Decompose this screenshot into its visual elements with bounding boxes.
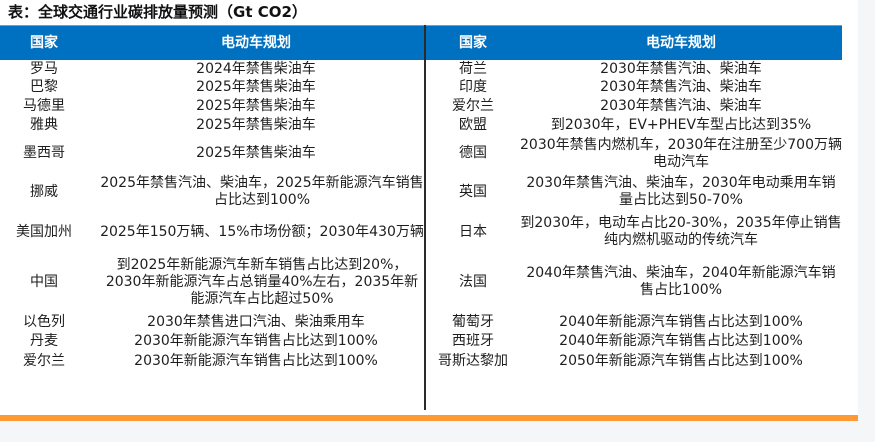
plan-cell: 2030年禁售内燃机车，2030年在注册至少700万辆电动汽车 — [520, 136, 842, 170]
header-plan-left: 电动车规划 — [221, 35, 291, 51]
table-row: 以色列 2030年禁售进口汽油、柴油乘用车 — [0, 312, 424, 332]
country-cell: 美国加州 — [16, 223, 72, 240]
country-cell: 爱尔兰 — [452, 98, 494, 114]
country-cell: 英国 — [459, 183, 487, 200]
table-row: 印度 2030年禁售汽油、柴油车 — [426, 78, 842, 97]
table-row: 挪威 2025年禁售汽油、柴油车，2025年新能源汽车销售占比达到100% — [0, 172, 424, 212]
plan-cell: 2025年禁售柴油车 — [196, 145, 316, 161]
header-country-left: 国家 — [30, 35, 58, 51]
country-cell: 以色列 — [23, 313, 65, 330]
country-cell: 日本 — [459, 223, 487, 240]
country-cell: 挪威 — [30, 183, 58, 200]
header-plan-right: 电动车规划 — [646, 35, 716, 51]
table-header: 国家 电动车规划 国家 电动车规划 — [0, 25, 842, 60]
plan-cell: 2030年新能源汽车销售占比达到100% — [134, 352, 378, 369]
plan-cell: 2030年禁售汽油、柴油车，2030年电动乘用车销量占比达到50-70% — [526, 175, 836, 208]
country-cell: 马德里 — [23, 98, 65, 114]
table-row: 罗马 2024年禁售柴油车 — [0, 60, 424, 78]
column-separator — [424, 25, 426, 410]
plan-cell: 2025年150万辆、15%市场份额；2030年430万辆 — [100, 223, 424, 240]
country-cell: 印度 — [459, 79, 487, 95]
plan-cell: 2040年禁售汽油、柴油车，2040年新能源汽车销售占比100% — [526, 265, 836, 298]
table-row: 中国 到2025年新能源汽车新车销售占比达到20%，2030年新能源汽车占总销量… — [0, 252, 424, 312]
plan-cell: 2030年新能源汽车销售占比达到100% — [134, 333, 378, 349]
plan-cell: 2025年禁售柴油车 — [196, 79, 316, 95]
country-cell: 丹麦 — [30, 333, 58, 349]
country-cell: 德国 — [459, 145, 487, 161]
table-row: 葡萄牙 2040年新能源汽车销售占比达到100% — [426, 312, 842, 332]
table-row: 美国加州 2025年150万辆、15%市场份额；2030年430万辆 — [0, 212, 424, 252]
report-card: 表：全球交通行业碳排放量预测（Gt CO2） 国家 电动车规划 国家 电动车规划… — [0, 3, 858, 421]
plan-cell: 到2030年，电动车占比20-30%，2035年停止销售纯内燃机驱动的传统汽车 — [520, 215, 842, 248]
country-cell: 欧盟 — [459, 117, 487, 133]
plan-cell: 2030年禁售进口汽油、柴油乘用车 — [147, 313, 365, 330]
plan-cell: 2030年禁售汽油、柴油车 — [600, 98, 762, 114]
table-row: 哥斯达黎加 2050年新能源汽车销售占比达到100% — [426, 351, 842, 371]
table-row: 西班牙 2040年新能源汽车销售占比达到100% — [426, 332, 842, 351]
table-row: 日本 到2030年，电动车占比20-30%，2035年停止销售纯内燃机驱动的传统… — [426, 212, 842, 252]
header-country-right: 国家 — [459, 35, 487, 51]
table-row: 荷兰 2030年禁售汽油、柴油车 — [426, 60, 842, 78]
table-row: 马德里 2025年禁售柴油车 — [0, 97, 424, 116]
country-cell: 墨西哥 — [23, 145, 65, 161]
plan-cell: 2040年新能源汽车销售占比达到100% — [559, 333, 803, 349]
country-cell: 哥斯达黎加 — [438, 352, 508, 369]
table-row: 英国 2030年禁售汽油、柴油车，2030年电动乘用车销量占比达到50-70% — [426, 172, 842, 212]
plan-cell: 到2025年新能源汽车新车销售占比达到20%，2030年新能源汽车占总销量40%… — [105, 256, 419, 307]
country-cell: 巴黎 — [30, 79, 58, 95]
table-row: 巴黎 2025年禁售柴油车 — [0, 78, 424, 97]
country-cell: 罗马 — [30, 60, 58, 77]
plan-cell: 2040年新能源汽车销售占比达到100% — [559, 313, 803, 330]
table-title: 表：全球交通行业碳排放量预测（Gt CO2） — [8, 3, 307, 21]
plan-cell: 2030年禁售汽油、柴油车 — [600, 60, 762, 77]
plan-cell: 2030年禁售汽油、柴油车 — [600, 79, 762, 95]
table-row: 雅典 2025年禁售柴油车 — [0, 116, 424, 135]
table-row: 法国 2040年禁售汽油、柴油车，2040年新能源汽车销售占比100% — [426, 252, 842, 312]
plan-cell: 2025年禁售柴油车 — [196, 98, 316, 114]
country-cell: 雅典 — [30, 117, 58, 133]
table-row: 墨西哥 2025年禁售柴油车 — [0, 135, 424, 172]
table-row: 爱尔兰 2030年新能源汽车销售占比达到100% — [0, 351, 424, 371]
table-row: 欧盟 到2030年，EV+PHEV车型占比达到35% — [426, 116, 842, 135]
plan-cell: 2024年禁售柴油车 — [196, 60, 316, 77]
country-cell: 西班牙 — [452, 333, 494, 349]
table-row: 丹麦 2030年新能源汽车销售占比达到100% — [0, 332, 424, 351]
plan-cell: 2050年新能源汽车销售占比达到100% — [559, 352, 803, 369]
country-cell: 爱尔兰 — [23, 352, 65, 369]
country-cell: 法国 — [459, 273, 487, 290]
plan-cell: 2025年禁售汽油、柴油车，2025年新能源汽车销售占比达到100% — [100, 175, 424, 208]
country-cell: 荷兰 — [459, 60, 487, 77]
table-row: 爱尔兰 2030年禁售汽油、柴油车 — [426, 97, 842, 116]
plan-cell: 2025年禁售柴油车 — [196, 117, 316, 133]
table-row: 德国 2030年禁售内燃机车，2030年在注册至少700万辆电动汽车 — [426, 135, 842, 172]
country-cell: 葡萄牙 — [452, 313, 494, 330]
accent-bar — [0, 415, 858, 421]
country-cell: 中国 — [30, 273, 58, 290]
plan-cell: 到2030年，EV+PHEV车型占比达到35% — [550, 117, 812, 133]
